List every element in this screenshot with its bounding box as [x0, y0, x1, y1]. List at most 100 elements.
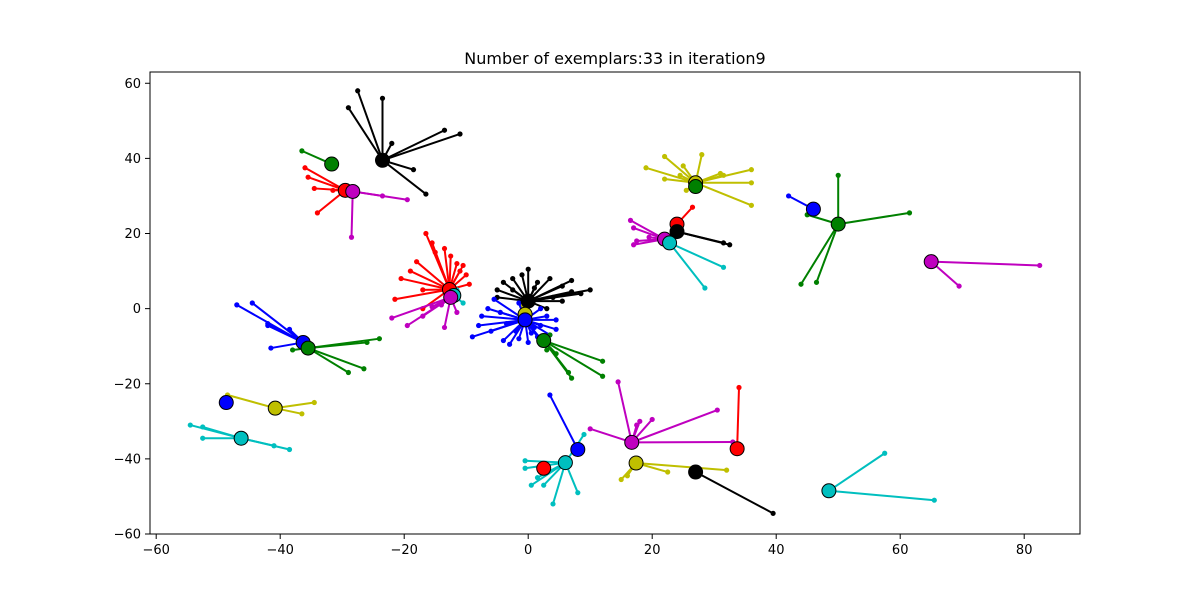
cluster-24-exemplar	[233, 430, 249, 446]
cluster-7-point-6	[534, 279, 541, 285]
cluster-18-point-0	[720, 264, 727, 270]
cluster-13-point-8	[683, 187, 689, 193]
cluster-7-point-16	[510, 287, 516, 293]
y-tick-label-0: −60	[114, 528, 141, 543]
cluster-12-exemplar	[300, 340, 316, 356]
cluster-0-point-2	[379, 95, 386, 101]
cluster-4-point-5	[398, 275, 404, 282]
cluster-9-point-4	[469, 334, 475, 340]
cluster-12-point-2	[345, 369, 351, 376]
cluster-23-link-0	[227, 394, 276, 410]
cluster-2-point-3	[314, 210, 320, 216]
cluster-24-point-1	[200, 424, 206, 430]
cluster-4-point-3	[414, 259, 420, 265]
cluster-23-point-2	[299, 411, 305, 417]
cluster-9-point-17	[503, 321, 510, 327]
cluster-9-point-18	[497, 309, 503, 315]
cluster-7-point-4	[519, 272, 525, 278]
cluster-2-point-1	[305, 174, 311, 180]
plot-area	[187, 88, 1043, 516]
y-tick-label-2: −20	[114, 377, 141, 392]
cluster-9-point-1	[485, 306, 491, 312]
cluster-10-point-1	[569, 375, 575, 381]
cluster-13-point-3	[699, 152, 705, 158]
y-tick-label-5: 40	[124, 152, 141, 167]
cluster-7-point-15	[559, 298, 565, 304]
cluster-10-point-4	[553, 351, 559, 357]
cluster-6-point-0	[389, 315, 395, 321]
cluster-29-point-0	[736, 384, 742, 391]
cluster-24-point-3	[271, 443, 277, 449]
cluster-9-point-15	[538, 306, 544, 312]
cluster-17-point-4	[646, 234, 652, 240]
cluster-16-point-0	[720, 240, 727, 246]
x-tick-label-6: 60	[892, 543, 909, 558]
cluster-0-link-4	[382, 129, 445, 162]
cluster-18-exemplar	[662, 235, 678, 251]
cluster-0-point-3	[389, 140, 395, 146]
cluster-9-point-21	[516, 300, 522, 306]
x-tick-label-4: 20	[644, 543, 661, 558]
cluster-24-point-0	[187, 422, 193, 428]
cluster-26-point-6	[575, 490, 581, 496]
cluster-20-point-1	[906, 210, 913, 216]
x-tick-label-1: −40	[266, 543, 293, 558]
cluster-6-point-5	[454, 309, 460, 315]
x-tick-label-0: −60	[142, 543, 169, 558]
cluster-29	[736, 384, 742, 449]
cluster-26-point-0	[581, 431, 587, 438]
x-tick-label-5: 40	[768, 543, 785, 558]
cluster-26-point-5	[550, 501, 556, 507]
cluster-26-exemplar	[557, 455, 573, 471]
cluster-9-point-7	[516, 336, 522, 342]
cluster-13-point-0	[643, 165, 649, 171]
cluster-7-point-5	[525, 266, 531, 272]
cluster-12-point-1	[364, 339, 370, 346]
cluster-10-point-2	[600, 358, 606, 364]
cluster-12-link-1	[308, 341, 368, 350]
cluster-2-point-4	[330, 187, 336, 193]
cluster-28-point-5	[587, 426, 593, 432]
cluster-6-link-0	[391, 296, 452, 319]
y-tick-label-3: 0	[133, 302, 141, 317]
cluster-7-point-11	[587, 287, 593, 293]
cluster-7-point-13	[550, 294, 556, 300]
cluster-12-point-3	[361, 366, 367, 372]
cluster-7-point-1	[494, 287, 500, 293]
cluster-7-exemplar	[520, 293, 536, 309]
cluster-5-point-0	[460, 300, 466, 306]
x-tick-label-2: −20	[390, 543, 417, 558]
cluster-30-point-1	[624, 473, 631, 479]
cluster-9-point-0	[491, 296, 497, 302]
cluster-28-link-4	[631, 409, 718, 444]
cluster-0-exemplar	[375, 152, 390, 168]
cluster-32-link-0	[828, 452, 886, 492]
cluster-13-point-7	[748, 202, 755, 208]
cluster-0-point-6	[410, 167, 417, 173]
axes: −60 −40 −20 0 20 40 60 80 −60 −40 −20 0 20 40 60	[114, 71, 1081, 558]
cluster-25	[547, 392, 579, 450]
cluster-28-link-0	[617, 381, 633, 443]
cluster-24-point-4	[286, 446, 293, 453]
cluster-9-point-22	[528, 330, 534, 336]
cluster-32-link-1	[828, 489, 935, 502]
cluster-13-point-5	[748, 167, 755, 173]
cluster-16-exemplar	[669, 224, 685, 240]
cluster-7-point-10	[578, 291, 584, 297]
cluster-0	[345, 88, 463, 197]
cluster-11-point-3	[265, 322, 271, 329]
cluster-4-point-4	[407, 268, 413, 274]
x-tick-label-3: 0	[524, 543, 532, 558]
cluster-17-point-0	[627, 217, 634, 223]
cluster-11-point-4	[286, 326, 293, 332]
cluster-18	[668, 241, 727, 291]
cluster-4-point-15	[448, 253, 454, 259]
cluster-7-point-14	[544, 306, 550, 312]
cluster-6-point-4	[429, 304, 435, 310]
cluster-30-point-2	[665, 469, 671, 475]
cluster-7-point-2	[500, 279, 506, 285]
cluster-0-point-7	[423, 191, 429, 197]
cluster-13-point-9	[677, 172, 683, 178]
